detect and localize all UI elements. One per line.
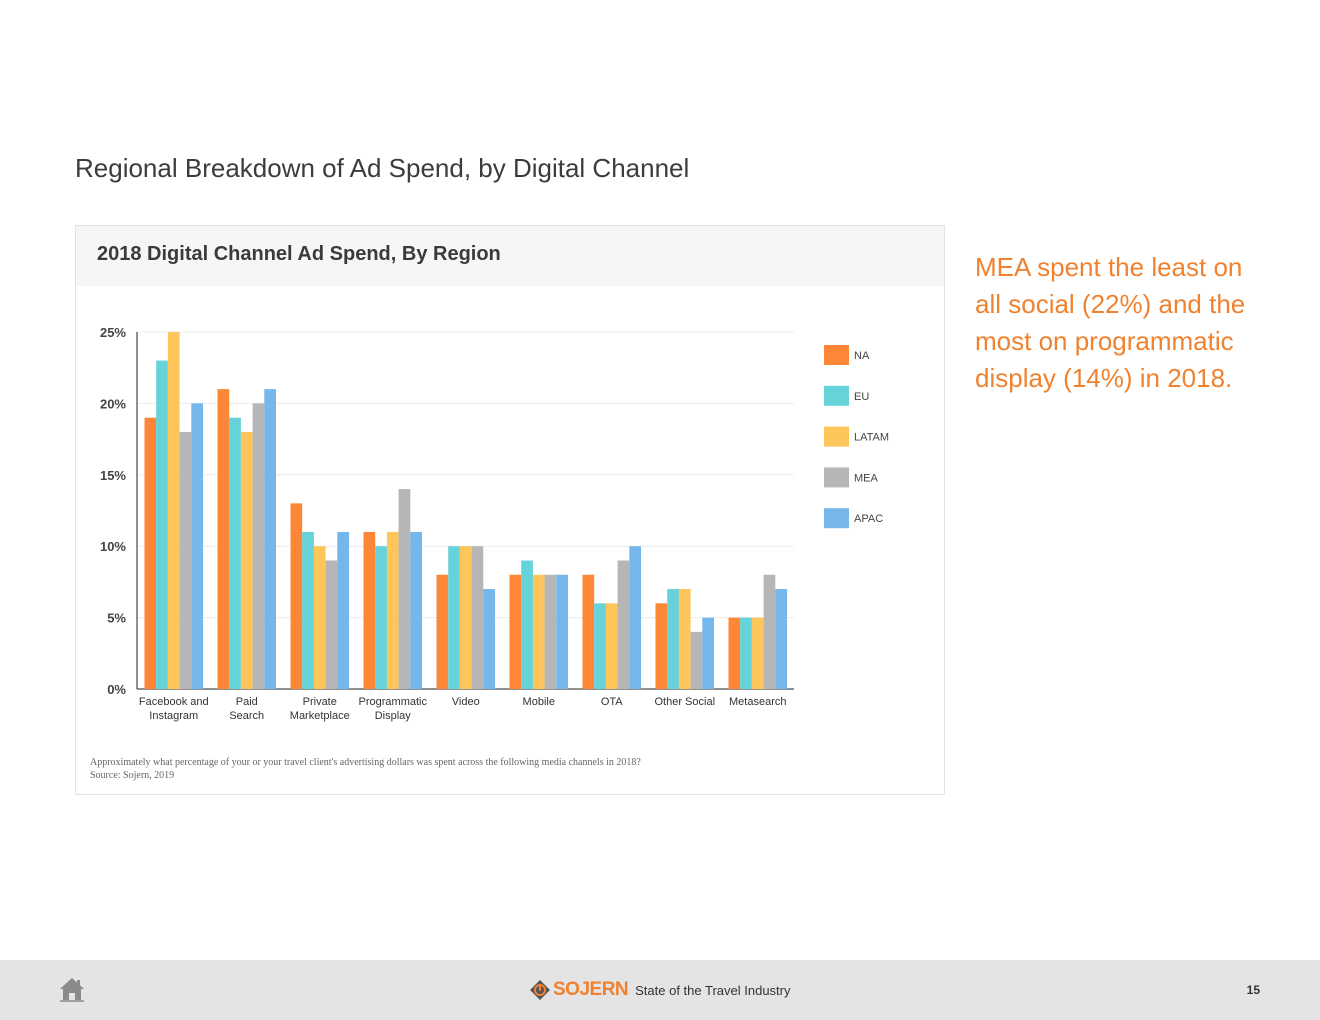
bar-mea [471,546,484,689]
chart-title: 2018 Digital Channel Ad Spend, By Region [97,243,501,265]
bar-na [144,417,157,689]
bar-eu [594,603,606,689]
legend-label-na: NA [854,350,870,362]
bar-apac [702,617,714,689]
bar-mea [690,631,703,689]
x-tick-label: Other Social [654,696,715,708]
legend-swatch-na [824,345,849,365]
bar-apac [191,403,203,689]
bar-eu [156,360,168,689]
bar-na [509,574,522,689]
x-tick-label: Marketplace [290,710,350,722]
legend-label-latam: LATAM [854,432,889,444]
chart-card: 2018 Digital Channel Ad Spend, By Region… [75,225,945,795]
bar-latam [167,332,180,689]
bar-apac [629,546,641,689]
bar-eu [521,560,533,689]
bar-na [436,574,449,689]
x-tick-label: Paid [236,696,258,708]
home-icon[interactable] [58,976,86,1002]
bar-eu [740,617,752,689]
bar-na [728,617,741,689]
bar-latam [605,603,618,689]
x-tick-label: Search [229,710,264,722]
bar-apac [556,574,568,689]
legend-swatch-eu [824,385,849,406]
legend-label-eu: EU [854,391,869,403]
x-tick-label: Display [375,710,412,722]
insight-callout: MEA spent the least on all social (22%) … [975,252,1246,393]
bar-eu [448,546,460,689]
bar-apac [483,589,495,689]
page-number: 15 [1246,983,1260,997]
x-tick-label: Video [452,696,480,708]
bar-eu [667,589,679,689]
bar-mea [763,574,776,689]
y-tick-label: 5% [107,611,126,626]
bar-mea [325,560,338,689]
x-tick-label: OTA [601,696,623,708]
bar-apac [337,531,349,689]
bar-latam [532,574,545,689]
bar-latam [459,546,472,689]
survey-question: Approximately what percentage of your or… [90,757,641,768]
x-tick-label: Facebook and [139,696,209,708]
y-tick-label: 10% [100,539,126,554]
bar-chart: 0% 5% 10% 15% 20% 25% Facebook and Instagram Pai… [100,325,889,722]
bar-na [582,574,595,689]
chart-card-header: 2018 Digital Channel Ad Spend, By Region [76,226,944,286]
legend-swatch-apac [824,508,849,529]
bar-na [655,603,668,689]
y-tick-label: 15% [100,468,126,483]
chart-note: Approximately what percentage of your or… [90,756,641,782]
bar-mea [398,489,411,689]
brand-tagline: State of the Travel Industry [635,982,791,998]
y-tick-label: 0% [107,682,126,697]
x-tick-label: Metasearch [729,696,786,708]
chart-source: Source: Sojern, 2019 [90,770,175,781]
bar-latam [240,431,253,689]
bar-mea [617,560,630,689]
brand-name: SOJERN [553,979,629,1000]
x-tick-label: Private [303,696,337,708]
page-title: Regional Breakdown of Ad Spend, by Digit… [75,153,690,183]
x-tick-label: Mobile [523,696,555,708]
bar-mea [544,574,557,689]
bar-eu [375,546,387,689]
y-tick-label: 20% [100,396,126,411]
bar-apac [264,389,276,689]
bar-mea [252,403,265,689]
brand: SOJERN State of the Travel Industry [530,978,791,1002]
footer: SOJERN State of the Travel Industry 15 [0,960,1320,1020]
bar-apac [410,531,422,689]
bar-na [290,503,303,689]
bar-mea [179,431,192,689]
bar-eu [302,531,314,689]
legend-swatch-mea [824,467,849,488]
x-tick-label: Instagram [149,710,198,722]
bar-na [217,389,230,689]
legend-label-apac: APAC [854,513,883,525]
sojern-logo-icon [530,980,550,1000]
bar-apac [775,589,787,689]
bar-latam [751,617,764,689]
bar-latam [678,589,691,689]
legend-swatch-latam [824,426,849,447]
legend-label-mea: MEA [854,472,879,484]
bar-latam [313,546,326,689]
x-tick-label: Programmatic [359,696,428,708]
bar-latam [386,531,399,689]
y-tick-label: 25% [100,325,126,340]
bar-eu [229,417,241,689]
bar-na [363,531,376,689]
